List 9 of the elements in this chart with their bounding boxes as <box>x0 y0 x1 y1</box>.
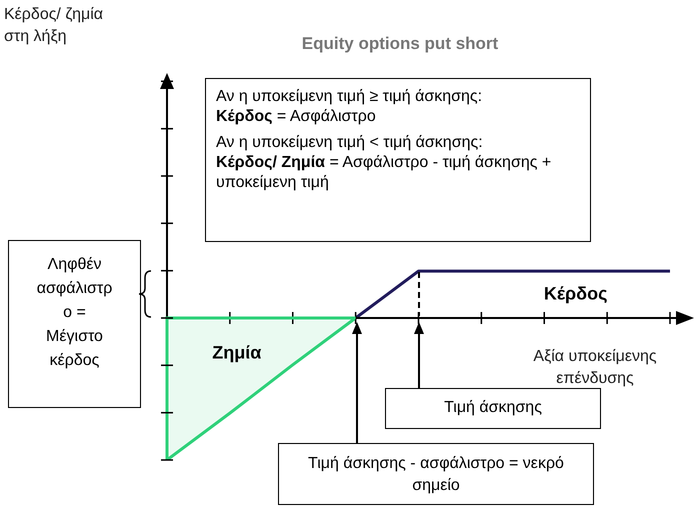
callout-box: Τιμή άσκησης <box>385 388 601 429</box>
text: Κέρδος/ ζημία στη λήξη <box>4 5 103 47</box>
callout-box: Αν η υποκείμενη τιμή ≥ τιμή άσκησης: Κέρδος = Ασφάλιστρο Αν η υποκείμενη τιμή < τιμή άσκησης: Κέρδος/ Ζημία = Ασφάλιστρο - τιμή άσκησης + υποκείμενη τιμή <box>205 78 591 242</box>
callout-box: Ληφθέν ασφάλιστρο = Μέγιστο κέρδος <box>8 240 141 408</box>
series-label: Ζημία <box>212 342 262 362</box>
series-label: Κέρδος <box>544 284 608 304</box>
callout-box: Τιμή άσκησης - ασφάλιστρο = νεκρό σημείο <box>278 443 594 505</box>
x-axis-title: Αξία υποκείμενης επένδυσης <box>532 347 658 389</box>
chart-title: Equity options put short <box>300 34 500 54</box>
